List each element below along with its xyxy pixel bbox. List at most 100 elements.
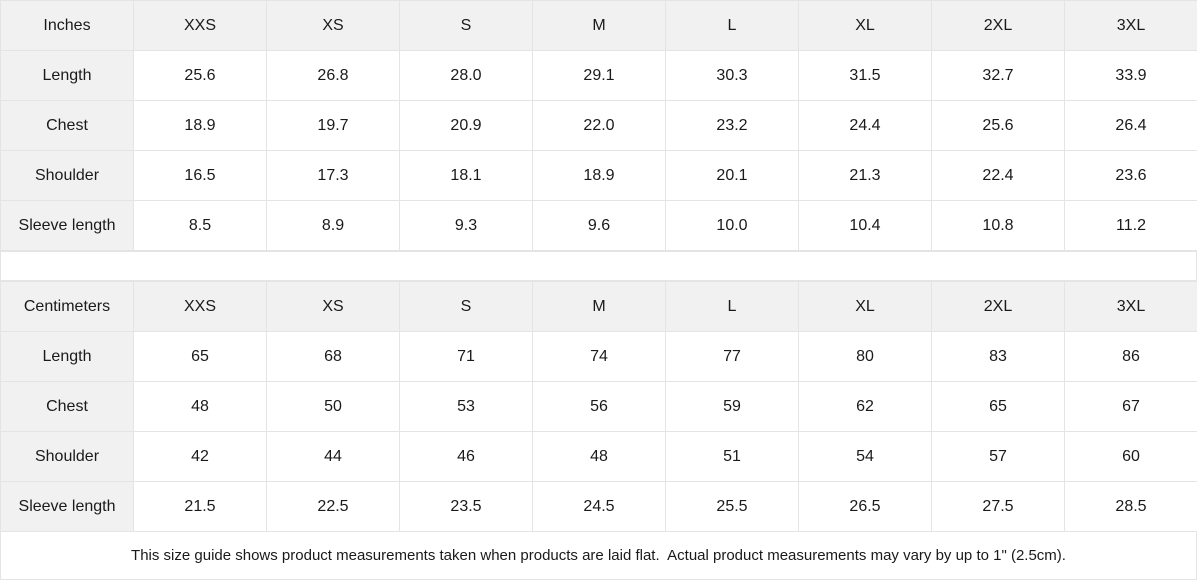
cell-length-m: 74 <box>532 331 666 383</box>
cell-chest-s: 53 <box>399 381 533 433</box>
cell-length-s: 71 <box>399 331 533 383</box>
row-label-sleeve-length: Sleeve length <box>0 481 134 533</box>
cell-shoulder-3xl: 60 <box>1064 431 1197 483</box>
column-header-l: L <box>665 281 799 333</box>
cell-sleeve-l: 10.0 <box>665 200 799 251</box>
size-guide-footnote: This size guide shows product measuremen… <box>0 532 1197 580</box>
cell-chest-xxs: 48 <box>133 381 267 433</box>
column-header-s: S <box>399 281 533 333</box>
cell-sleeve-m: 9.6 <box>532 200 666 251</box>
column-header-xl: XL <box>798 281 932 333</box>
row-label-shoulder: Shoulder <box>0 150 134 201</box>
cell-chest-3xl: 26.4 <box>1064 100 1197 151</box>
cell-chest-xl: 62 <box>798 381 932 433</box>
column-header-xxs: XXS <box>133 281 267 333</box>
table-row: Chest 48 50 53 56 59 62 65 67 <box>0 381 1197 433</box>
inches-unit-label: Inches <box>0 0 134 51</box>
cell-chest-l: 23.2 <box>665 100 799 151</box>
cell-shoulder-2xl: 22.4 <box>931 150 1065 201</box>
cell-sleeve-m: 24.5 <box>532 481 666 533</box>
column-header-xxs: XXS <box>133 0 267 51</box>
cell-sleeve-2xl: 27.5 <box>931 481 1065 533</box>
cell-shoulder-xl: 21.3 <box>798 150 932 201</box>
cell-shoulder-s: 46 <box>399 431 533 483</box>
cell-length-s: 28.0 <box>399 50 533 101</box>
cell-length-m: 29.1 <box>532 50 666 101</box>
cell-sleeve-xl: 26.5 <box>798 481 932 533</box>
cell-shoulder-xs: 44 <box>266 431 400 483</box>
table-row: Shoulder 42 44 46 48 51 54 57 60 <box>0 431 1197 483</box>
cell-length-xs: 68 <box>266 331 400 383</box>
cell-length-l: 30.3 <box>665 50 799 101</box>
cell-shoulder-xs: 17.3 <box>266 150 400 201</box>
cell-sleeve-xs: 22.5 <box>266 481 400 533</box>
cell-length-xs: 26.8 <box>266 50 400 101</box>
column-header-xs: XS <box>266 281 400 333</box>
column-header-m: M <box>532 0 666 51</box>
column-header-2xl: 2XL <box>931 281 1065 333</box>
cell-chest-xl: 24.4 <box>798 100 932 151</box>
cell-shoulder-xxs: 16.5 <box>133 150 267 201</box>
cell-shoulder-2xl: 57 <box>931 431 1065 483</box>
table-header-row: Inches XXS XS S M L XL 2XL 3XL <box>0 0 1197 51</box>
cell-length-l: 77 <box>665 331 799 383</box>
cell-sleeve-2xl: 10.8 <box>931 200 1065 251</box>
table-row: Shoulder 16.5 17.3 18.1 18.9 20.1 21.3 2… <box>0 150 1197 201</box>
cell-length-xl: 80 <box>798 331 932 383</box>
cell-chest-2xl: 25.6 <box>931 100 1065 151</box>
column-header-m: M <box>532 281 666 333</box>
table-row: Length 65 68 71 74 77 80 83 86 <box>0 331 1197 383</box>
cell-sleeve-l: 25.5 <box>665 481 799 533</box>
cell-chest-xxs: 18.9 <box>133 100 267 151</box>
cell-chest-l: 59 <box>665 381 799 433</box>
cell-chest-s: 20.9 <box>399 100 533 151</box>
cell-chest-xs: 50 <box>266 381 400 433</box>
cell-shoulder-m: 18.9 <box>532 150 666 201</box>
cell-sleeve-3xl: 11.2 <box>1064 200 1197 251</box>
cell-chest-xs: 19.7 <box>266 100 400 151</box>
column-header-xs: XS <box>266 0 400 51</box>
row-label-shoulder: Shoulder <box>0 431 134 483</box>
cell-sleeve-s: 23.5 <box>399 481 533 533</box>
cell-sleeve-xxs: 21.5 <box>133 481 267 533</box>
cell-sleeve-xl: 10.4 <box>798 200 932 251</box>
cell-chest-3xl: 67 <box>1064 381 1197 433</box>
cell-shoulder-3xl: 23.6 <box>1064 150 1197 201</box>
cell-shoulder-s: 18.1 <box>399 150 533 201</box>
cell-shoulder-m: 48 <box>532 431 666 483</box>
column-header-xl: XL <box>798 0 932 51</box>
table-separator <box>0 251 1197 282</box>
row-label-sleeve-length: Sleeve length <box>0 200 134 251</box>
cell-chest-m: 56 <box>532 381 666 433</box>
table-header-row: Centimeters XXS XS S M L XL 2XL 3XL <box>0 281 1197 333</box>
centimeters-table-body: Length 65 68 71 74 77 80 83 86 Chest 48 … <box>0 331 1197 533</box>
cell-length-2xl: 32.7 <box>931 50 1065 101</box>
inches-table-header: Inches XXS XS S M L XL 2XL 3XL <box>0 0 1197 51</box>
cell-sleeve-3xl: 28.5 <box>1064 481 1197 533</box>
size-table-inches: Inches XXS XS S M L XL 2XL 3XL Length 25… <box>0 0 1197 251</box>
cell-length-xxs: 25.6 <box>133 50 267 101</box>
cell-length-xxs: 65 <box>133 331 267 383</box>
table-row: Chest 18.9 19.7 20.9 22.0 23.2 24.4 25.6… <box>0 100 1197 151</box>
size-table-centimeters: Centimeters XXS XS S M L XL 2XL 3XL Leng… <box>0 281 1197 533</box>
cell-shoulder-xxs: 42 <box>133 431 267 483</box>
cell-sleeve-xxs: 8.5 <box>133 200 267 251</box>
column-header-l: L <box>665 0 799 51</box>
cell-sleeve-xs: 8.9 <box>266 200 400 251</box>
table-row: Sleeve length 21.5 22.5 23.5 24.5 25.5 2… <box>0 481 1197 533</box>
inches-table-body: Length 25.6 26.8 28.0 29.1 30.3 31.5 32.… <box>0 50 1197 251</box>
column-header-3xl: 3XL <box>1064 281 1197 333</box>
cell-length-3xl: 86 <box>1064 331 1197 383</box>
column-header-s: S <box>399 0 533 51</box>
cell-shoulder-l: 20.1 <box>665 150 799 201</box>
column-header-3xl: 3XL <box>1064 0 1197 51</box>
row-label-chest: Chest <box>0 100 134 151</box>
column-header-2xl: 2XL <box>931 0 1065 51</box>
cell-length-2xl: 83 <box>931 331 1065 383</box>
row-label-length: Length <box>0 331 134 383</box>
cell-chest-2xl: 65 <box>931 381 1065 433</box>
table-row: Length 25.6 26.8 28.0 29.1 30.3 31.5 32.… <box>0 50 1197 101</box>
cell-shoulder-xl: 54 <box>798 431 932 483</box>
cell-shoulder-l: 51 <box>665 431 799 483</box>
